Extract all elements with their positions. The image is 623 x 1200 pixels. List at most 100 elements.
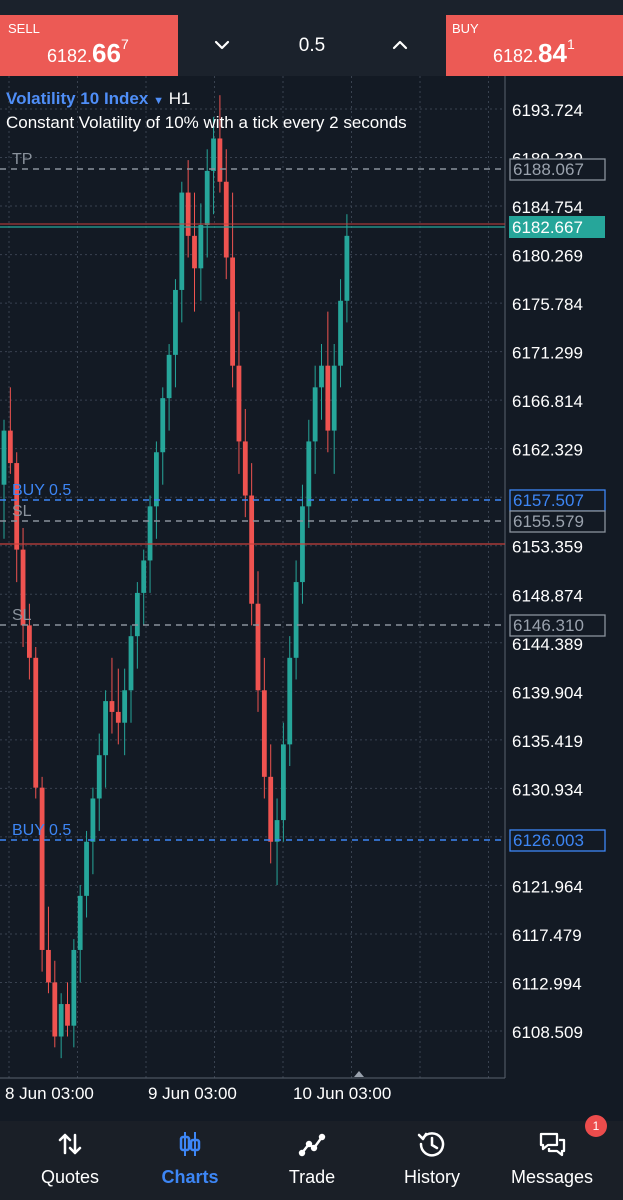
candle-body [242,441,248,496]
price-tag-label: 6146.310 [513,616,584,635]
price-tag [509,510,606,533]
candle-body [331,365,337,431]
y-tick-label: 6112.994 [512,974,582,993]
y-tick-label: 6175.784 [512,295,583,314]
sell-price: 6182.667 [47,36,129,68]
y-tick-label: 6117.479 [512,926,582,945]
level-label: BUY 0.5 [12,822,71,839]
candle-body [223,181,229,258]
candle-body [325,365,331,431]
x-tick-label: 8 Jun 03:00 [5,1084,94,1103]
candle-body [27,625,32,658]
price-tag-label: 6155.579 [513,512,584,531]
candle-body [287,657,293,745]
y-tick-label: 6135.419 [512,732,583,751]
candle-body [33,657,39,788]
nav-charts[interactable]: Charts [140,1121,240,1200]
y-tick-label: 6148.874 [512,586,583,605]
candle-body [134,592,140,637]
buy-label: BUY [452,21,479,36]
candle-body [185,192,191,236]
level-label: SL [12,607,32,624]
candle-body [52,982,58,1037]
level-label: BUY 0.5 [12,482,71,499]
y-tick-label: 6139.904 [512,683,583,702]
y-tick-label: 6121.964 [512,877,583,896]
candle-body [179,192,185,290]
y-tick-label: 6184.754 [512,198,583,217]
buy-price: 6182.841 [493,36,575,68]
candle-body [77,895,83,950]
sell-button[interactable]: SELL 6182.667 [0,15,178,76]
candle-body [46,949,51,983]
price-tag-label: 6157.507 [513,491,584,510]
chevron-down-icon[interactable] [210,33,234,57]
candle-body [312,387,318,442]
candle-body [268,776,274,842]
history-icon [417,1132,445,1157]
current-price-tag [509,216,605,238]
y-tick-label: 6162.329 [512,441,583,460]
x-tick-label: 9 Jun 03:00 [148,1084,237,1103]
volume-control: 0.5 [178,15,446,76]
candle-body [192,235,197,269]
y-tick-label: 6166.814 [512,392,583,411]
candle-body [90,798,96,842]
candle-body [293,582,299,658]
candle-body [249,495,255,604]
trend-icon [298,1133,326,1157]
nav-quotes[interactable]: Quotes [20,1121,120,1200]
trade-toolbar: SELL 6182.667 0.5 BUY 6182.841 [0,0,623,76]
buy-button[interactable]: BUY 6182.841 [446,15,623,76]
candle-body [274,820,280,842]
symbol-name[interactable]: Volatility 10 Index [6,89,149,108]
level-label: TP [12,151,32,168]
candle-body [96,755,102,799]
messages-badge: 1 [585,1115,607,1137]
candle-body [141,560,147,593]
candle-body [230,257,235,366]
candle-body [236,365,242,442]
chart-info: Volatility 10 Index ▼ H1 Constant Volati… [6,88,407,134]
arrows-updown-icon [58,1133,82,1155]
y-tick-label: 6130.934 [512,780,583,799]
candle-body [306,441,312,507]
candle-body [261,690,267,777]
candle-body [204,170,210,226]
nav-messages[interactable]: 1 Messages [502,1115,607,1200]
candles-icon [179,1132,201,1156]
timeframe: H1 [168,89,191,108]
candle-body [198,225,204,269]
candle-body [122,690,128,723]
candle-body [58,1004,64,1037]
y-tick-label: 6153.359 [512,538,583,557]
candle-body [7,430,13,464]
candle-body [1,430,7,485]
candle-body [173,289,178,355]
candle-body [109,701,115,712]
volume-value[interactable]: 0.5 [298,35,326,56]
price-tag [509,829,606,852]
candle-body [115,711,121,723]
chat-icon [539,1132,566,1157]
candle-body [281,744,286,821]
nav-trade[interactable]: Trade [262,1121,362,1200]
y-tick-label: 6108.509 [512,1023,583,1042]
nav-history[interactable]: History [382,1121,482,1200]
candle-body [128,636,134,691]
candle-body [147,506,153,561]
candle-body [154,452,159,507]
candle-body [14,463,20,550]
x-tick-label: 10 Jun 03:00 [293,1084,391,1103]
y-tick-label: 6193.724 [512,101,583,120]
y-tick-label: 6180.269 [512,247,583,266]
candle-body [20,549,26,626]
price-tag [509,158,606,181]
price-chart[interactable]: 6193.7246189.2396184.7546180.2696175.784… [0,76,623,1121]
price-tag-label: 6126.003 [513,831,584,850]
symbol-dropdown-icon[interactable]: ▼ [153,95,164,107]
chevron-up-icon[interactable] [388,33,412,57]
price-tag-label: 6188.067 [513,160,584,179]
sell-label: SELL [8,21,40,36]
candle-body [255,603,261,691]
